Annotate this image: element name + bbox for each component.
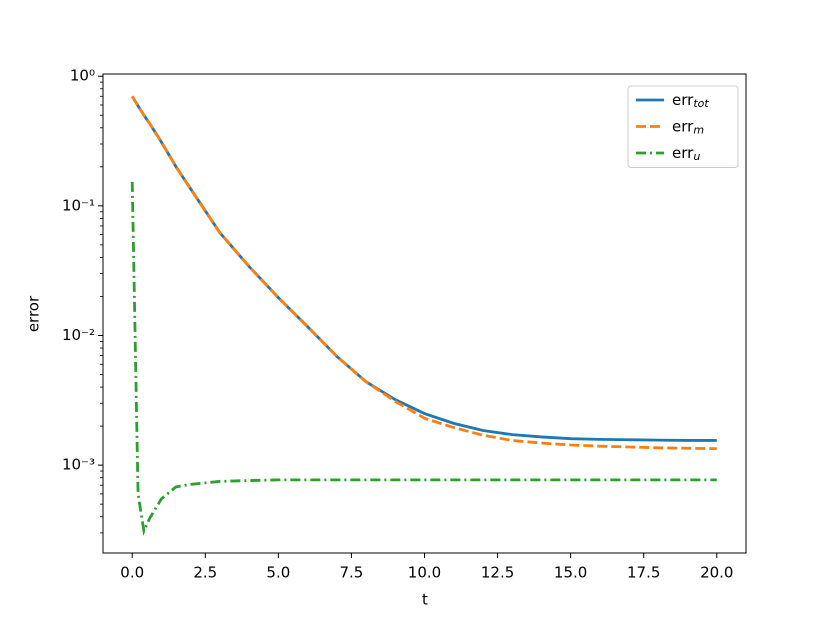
x-tick-label: 2.5 <box>193 564 217 582</box>
y-axis-label: error <box>25 295 43 332</box>
y-tick-label: 10⁰ <box>70 67 95 85</box>
legend-name: err <box>672 144 694 162</box>
legend-subscript: m <box>693 124 704 137</box>
x-tick-label: 12.5 <box>481 564 514 582</box>
y-tick-label: 10⁻³ <box>62 456 95 474</box>
x-tick-label: 10.0 <box>408 564 441 582</box>
x-tick-label: 5.0 <box>266 564 290 582</box>
legend-subscript: u <box>693 150 700 163</box>
legend-label: errtot <box>672 91 709 111</box>
y-tick-label: 10⁻² <box>62 326 95 344</box>
x-tick-label: 20.0 <box>700 564 733 582</box>
series-line <box>130 181 717 536</box>
y-tick-label: 10⁻¹ <box>62 196 95 214</box>
x-tick-label: 17.5 <box>627 564 660 582</box>
x-tick-label: 0.0 <box>120 564 144 582</box>
x-tick-label: 7.5 <box>340 564 364 582</box>
legend-label: errm <box>672 117 704 137</box>
x-tick-label: 15.0 <box>554 564 587 582</box>
legend-subscript: tot <box>693 97 709 110</box>
legend-box <box>627 85 739 168</box>
legend-name: err <box>672 91 694 109</box>
legend-name: err <box>672 117 694 135</box>
plot-area <box>130 95 717 536</box>
legend-label: erru <box>672 144 700 164</box>
x-axis-label: t <box>422 591 428 609</box>
series-line <box>131 95 717 451</box>
axes-frame <box>102 73 747 554</box>
